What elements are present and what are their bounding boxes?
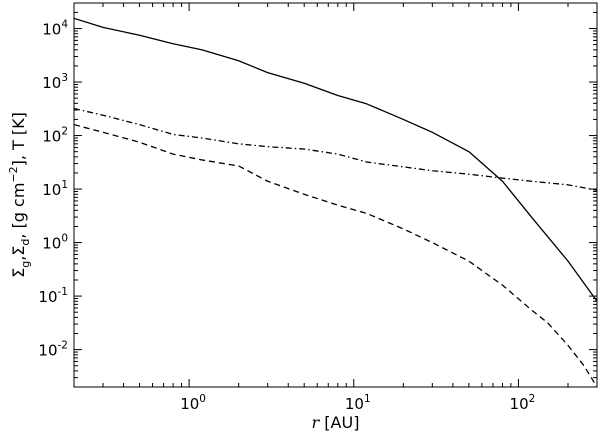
x-axis-label: r [AU] — [312, 413, 360, 432]
ticks-layer: 100 101 102 10-2 10-1 100 101 102 103 104 — [38, 2, 598, 413]
x-tick-label: 102 — [510, 393, 536, 413]
y-tick-label: 10-2 — [38, 340, 68, 360]
series-line-dashdot — [74, 107, 597, 191]
x-tick-label: 100 — [180, 393, 206, 413]
y-tick-label: 100 — [42, 233, 68, 253]
series-line-dashed — [74, 124, 597, 387]
y-tick-label: 10-1 — [38, 286, 68, 306]
y-axis-label: Σg,Σd, [g cm−2], T [K] — [7, 112, 32, 278]
y-tick-label: 101 — [42, 179, 68, 199]
series-layer — [74, 17, 597, 387]
plot-frame — [73, 2, 598, 388]
y-tick-label: 103 — [42, 72, 68, 92]
y-tick-label: 104 — [42, 19, 68, 39]
y-tick-label: 102 — [42, 126, 68, 146]
x-tick-label: 101 — [345, 393, 371, 413]
series-line-solid — [74, 17, 597, 302]
